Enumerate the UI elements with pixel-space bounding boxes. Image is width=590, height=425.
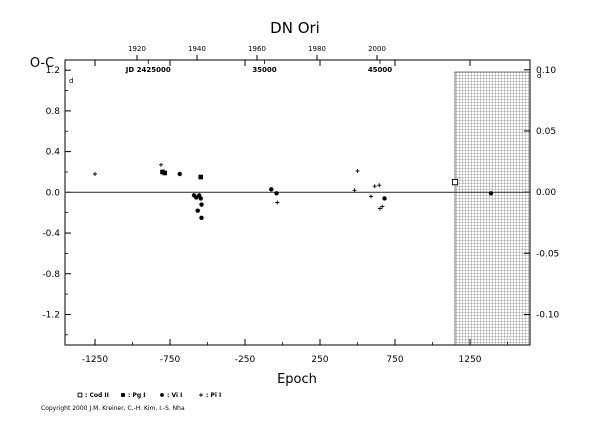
data-point <box>199 215 204 220</box>
data-point <box>93 172 97 176</box>
chart-title: DN Ori <box>270 19 320 37</box>
legend-marker <box>199 393 203 397</box>
x-tick-label: -1250 <box>82 355 108 365</box>
data-point <box>199 202 204 207</box>
data-point <box>269 187 274 192</box>
future-hatched-region <box>454 71 531 346</box>
y-tick-label: -0.4 <box>42 229 60 239</box>
y-tick-label: -0.8 <box>42 270 60 280</box>
data-point <box>198 174 204 180</box>
y2-unit-label: d <box>537 72 541 80</box>
plot-frame <box>64 59 531 346</box>
jd-label: JD 2425000 <box>125 66 171 74</box>
legend-label: : Pi I <box>206 392 221 399</box>
data-point <box>488 191 494 196</box>
year-tick-label: 2000 <box>368 45 386 53</box>
data-point <box>380 204 385 209</box>
data-point <box>195 208 200 213</box>
y-tick-label: -1.2 <box>42 310 60 320</box>
year-tick-label: 1960 <box>248 45 266 53</box>
data-point <box>198 196 203 201</box>
legend-marker <box>77 392 83 398</box>
jd-label: 45000 <box>368 66 392 74</box>
x-tick-label: 1250 <box>459 355 482 365</box>
legend-label: : Pg I <box>128 392 146 399</box>
data-point <box>162 170 168 176</box>
legend-marker <box>160 393 164 397</box>
copyright-text: Copyright 2000 J.M. Kreiner, C.-H. Kim, … <box>41 405 185 412</box>
y-tick-label: 0.8 <box>46 107 61 117</box>
data-point <box>274 191 279 196</box>
y-tick-label: 0.0 <box>46 188 61 198</box>
x-tick-label: 750 <box>386 355 403 365</box>
data-point <box>372 184 377 189</box>
legend-label: : Vi I <box>167 392 182 399</box>
y2-tick-label: 0.00 <box>536 188 556 198</box>
legend-label: : Cod II <box>85 392 109 399</box>
x-tick-label: -250 <box>235 355 256 365</box>
y-unit-label: d <box>69 77 73 85</box>
y2-tick-label: -0.10 <box>536 310 560 320</box>
data-point <box>451 179 459 186</box>
year-tick-label: 1920 <box>128 45 146 53</box>
data-point <box>377 183 382 188</box>
x-tick-label: 250 <box>311 355 328 365</box>
data-point <box>382 196 387 201</box>
data-point <box>378 206 382 211</box>
y-tick-label: 0.4 <box>46 148 61 158</box>
x-axis-label: Epoch <box>277 372 317 387</box>
y2-tick-label: 0.10 <box>536 66 556 76</box>
data-point <box>352 188 357 193</box>
data-point <box>177 171 182 177</box>
year-tick-label: 1940 <box>188 45 206 53</box>
y2-tick-label: 0.05 <box>536 127 556 137</box>
data-point <box>159 162 163 167</box>
legend-marker <box>121 393 125 397</box>
data-point <box>355 168 360 173</box>
x-tick-label: -750 <box>160 355 181 365</box>
year-tick-label: 1980 <box>308 45 326 53</box>
y-axis-label: O-C <box>30 56 54 71</box>
y-tick-label: 1.2 <box>46 66 60 76</box>
data-point <box>275 200 280 205</box>
y2-tick-label: -0.05 <box>536 249 559 259</box>
jd-label: 35000 <box>252 66 276 74</box>
data-point <box>369 194 373 199</box>
